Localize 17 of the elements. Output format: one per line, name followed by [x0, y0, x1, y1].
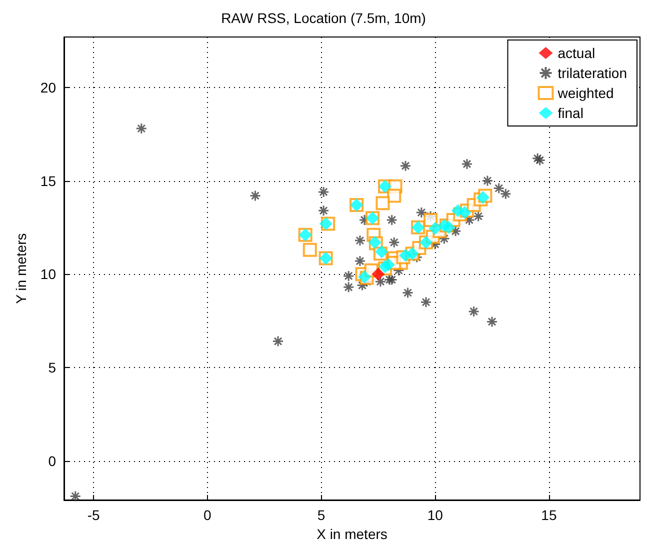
x-axis-title: X in meters	[316, 526, 388, 542]
chart-title: RAW RSS, Location (7.5m, 10m)	[221, 10, 426, 26]
y-tick-label: 5	[48, 359, 56, 376]
legend-label: trilateration	[558, 65, 628, 81]
x-tick-label: -5	[87, 507, 100, 523]
x-tick-label: 10	[427, 507, 444, 523]
y-tick-label: 20	[40, 79, 56, 96]
legend-label: weighted	[556, 85, 614, 101]
y-axis-title: Y in meters	[13, 233, 29, 304]
x-tick-label: 5	[317, 507, 326, 523]
y-tick-label: 0	[48, 452, 56, 469]
x-tick-label: 0	[204, 507, 212, 523]
y-tick-label: 10	[40, 266, 56, 282]
legend-label: final	[558, 105, 584, 121]
y-tick-label: 15	[40, 172, 56, 189]
x-tick-label: 15	[541, 507, 557, 523]
legend-label: actual	[558, 45, 596, 61]
